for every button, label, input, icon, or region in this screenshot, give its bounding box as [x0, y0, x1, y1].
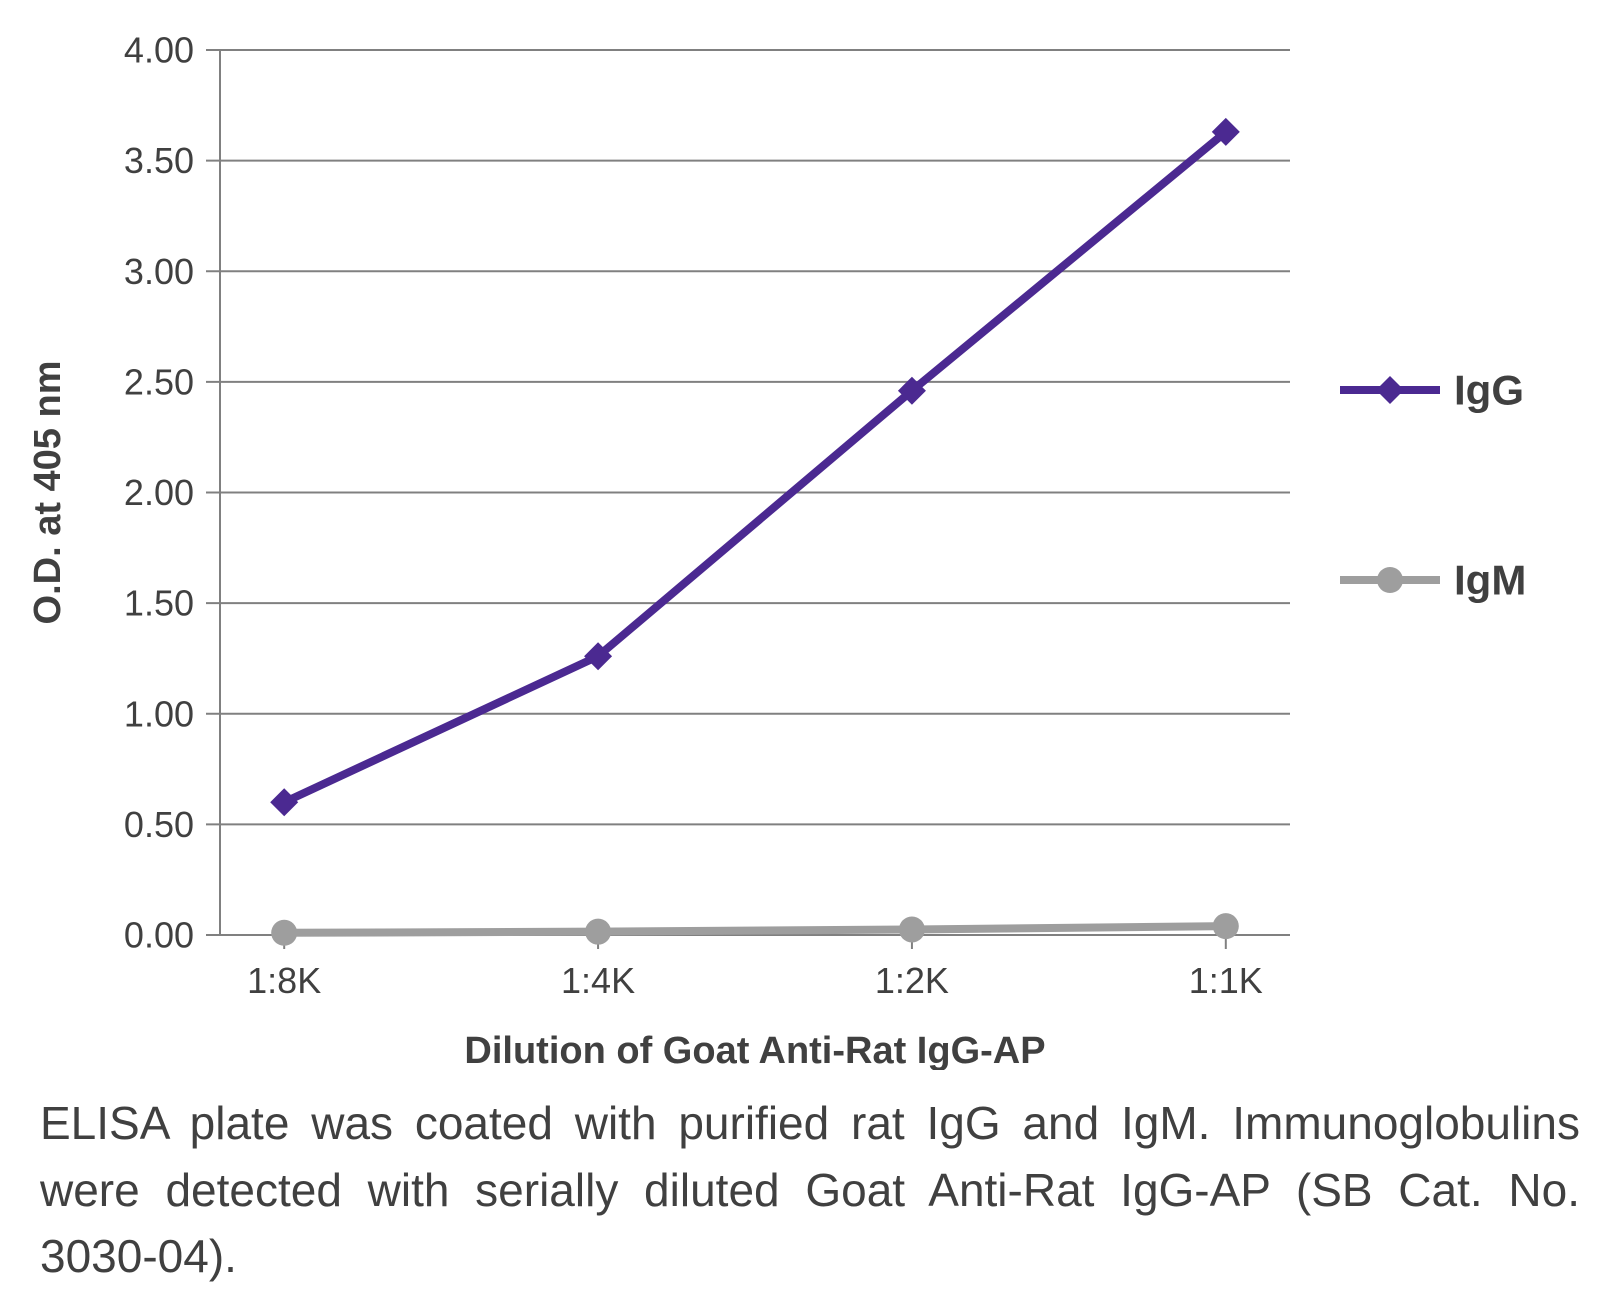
elisa-chart: 0.00 0.50 1.00 1.50 2.00 2.50 3.00 3.50 4.00 1:8K…	[0, 0, 1618, 1070]
svg-text:1.50: 1.50	[124, 583, 194, 624]
svg-text:0.00: 0.00	[124, 915, 194, 956]
figure-caption: ELISA plate was coated with purified rat…	[40, 1090, 1580, 1290]
svg-text:1:8K: 1:8K	[247, 960, 321, 1001]
svg-text:4.00: 4.00	[124, 30, 194, 71]
svg-text:1.00: 1.00	[124, 693, 194, 734]
svg-text:1:1K: 1:1K	[1189, 960, 1263, 1001]
svg-text:IgG: IgG	[1454, 367, 1524, 414]
svg-text:O.D. at 405 nm: O.D. at 405 nm	[27, 361, 69, 625]
svg-text:3.50: 3.50	[124, 140, 194, 181]
svg-text:2.50: 2.50	[124, 361, 194, 402]
svg-text:0.50: 0.50	[124, 804, 194, 845]
svg-text:3.00: 3.00	[124, 251, 194, 292]
svg-text:2.00: 2.00	[124, 472, 194, 513]
figure-container: { "chart": { "type": "line", "width": 16…	[0, 0, 1618, 1306]
svg-text:IgM: IgM	[1454, 557, 1526, 604]
svg-text:1:4K: 1:4K	[561, 960, 635, 1001]
svg-text:1:2K: 1:2K	[875, 960, 949, 1001]
svg-text:Dilution of Goat Anti-Rat IgG-: Dilution of Goat Anti-Rat IgG-AP	[464, 1030, 1045, 1070]
